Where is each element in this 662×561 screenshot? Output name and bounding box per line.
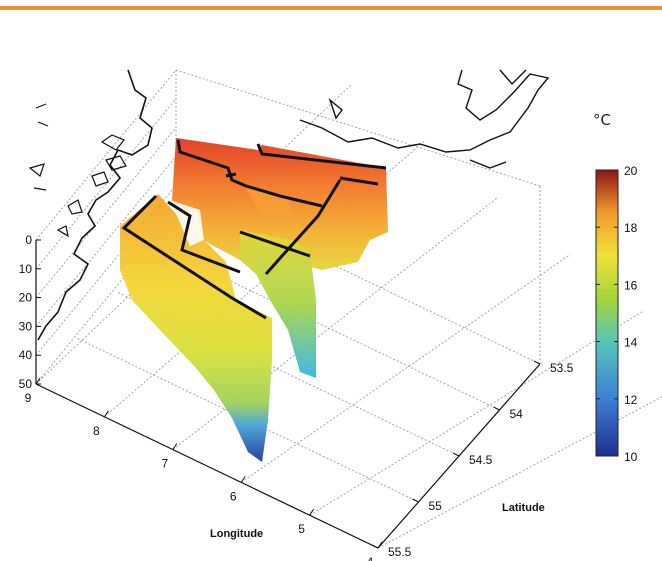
- latitude-tick-label: 53.5: [550, 361, 574, 375]
- longitude-tick-label: 9: [25, 391, 32, 405]
- longitude-tick-label: 7: [161, 457, 168, 471]
- depth-tick-label: 0: [25, 233, 32, 247]
- longitude-tick: [35, 377, 41, 385]
- longitude-tick-label: 6: [230, 489, 237, 503]
- colorbar-tick-label: 10: [624, 450, 638, 464]
- latitude-tick: [533, 360, 541, 365]
- depth-tick-label: 10: [19, 262, 33, 276]
- temperature-sections: [120, 138, 388, 462]
- grid-line: [35, 127, 177, 298]
- grid-line: [240, 254, 571, 483]
- colorbar: °C 20 18 16 14 12 10: [593, 111, 638, 464]
- longitude-tick: [377, 541, 383, 549]
- longitude-tick-label: 5: [298, 522, 305, 536]
- latitude-axis-label: Latitude: [502, 502, 545, 514]
- colorbar-tick-label: 16: [624, 278, 638, 292]
- grid-line: [35, 184, 177, 356]
- longitude-tick: [172, 443, 178, 450]
- longitude-tick-label: 8: [93, 424, 100, 438]
- latitude-tick-label: 54: [510, 407, 524, 421]
- longitude-tick-label: 4: [367, 555, 374, 561]
- grid-line: [309, 310, 644, 516]
- colorbar-tick-label: 18: [624, 221, 638, 235]
- colorbar-tick-label: 20: [624, 164, 638, 178]
- longitude-tick: [309, 508, 315, 516]
- longitude-axis-label: Longitude: [210, 528, 263, 540]
- longitude-tick: [240, 476, 246, 483]
- latitude-tick: [371, 544, 379, 549]
- latitude-tick-label: 55.5: [388, 545, 412, 559]
- axes: 0102030405098765453.55454.55555.5Longitu…: [19, 233, 574, 561]
- latitude-tick: [452, 452, 460, 457]
- latitude-tick: [412, 498, 419, 503]
- colorbar-tick-label: 12: [624, 393, 638, 407]
- colorbar-tick-label: 14: [624, 336, 638, 350]
- ship-tracks: [121, 139, 387, 320]
- longitude-axis-line: [35, 383, 379, 549]
- grid-line: [35, 156, 177, 327]
- grid-line: [35, 69, 177, 241]
- coastline: [28, 69, 550, 341]
- latitude-tick-label: 55: [429, 499, 443, 513]
- depth-tick-label: 20: [19, 291, 33, 305]
- grid-line: [377, 396, 662, 549]
- colorbar-unit-label: °C: [593, 111, 611, 129]
- grid-line: [35, 98, 177, 270]
- latitude-tick-label: 54.5: [469, 453, 493, 467]
- top-rule: [0, 6, 662, 10]
- depth-tick-label: 30: [19, 319, 33, 333]
- longitude-tick: [103, 410, 109, 418]
- depth-tick-label: 50: [19, 377, 33, 391]
- latitude-tick: [493, 406, 500, 411]
- grid-line: [35, 213, 177, 385]
- depth-tick-label: 40: [19, 348, 33, 362]
- colorbar-scale: [595, 169, 619, 457]
